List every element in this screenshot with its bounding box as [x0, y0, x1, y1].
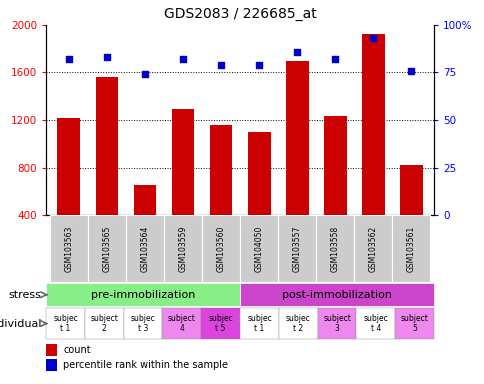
Point — [369, 35, 377, 41]
Text: GSM103558: GSM103558 — [330, 225, 339, 272]
Bar — [202, 215, 240, 282]
Bar — [123, 308, 162, 339]
Point — [293, 48, 301, 55]
Text: GSM103557: GSM103557 — [292, 225, 301, 272]
Point — [141, 71, 149, 78]
Point — [407, 68, 414, 74]
Bar — [95, 77, 118, 263]
Bar — [201, 308, 240, 339]
Text: subjec
t 4: subjec t 4 — [363, 314, 388, 333]
Point — [331, 56, 338, 62]
Bar — [46, 344, 57, 356]
Bar — [316, 215, 353, 282]
Bar — [247, 132, 270, 263]
Bar — [285, 61, 308, 263]
Text: stress: stress — [8, 290, 41, 300]
Text: individual: individual — [0, 318, 41, 329]
Text: GSM103559: GSM103559 — [178, 225, 187, 272]
Text: GSM103565: GSM103565 — [102, 225, 111, 272]
Text: subjec
t 1: subjec t 1 — [53, 314, 78, 333]
Bar — [162, 308, 201, 339]
Bar — [317, 308, 356, 339]
Text: GSM103562: GSM103562 — [368, 225, 377, 272]
Bar — [240, 283, 433, 306]
Text: GSM103560: GSM103560 — [216, 225, 225, 272]
Text: subjec
t 3: subjec t 3 — [130, 314, 155, 333]
Text: GSM103563: GSM103563 — [64, 225, 73, 272]
Bar — [164, 215, 202, 282]
Text: subjec
t 1: subjec t 1 — [246, 314, 272, 333]
Bar — [50, 215, 88, 282]
Bar — [240, 308, 278, 339]
Bar — [399, 165, 422, 263]
Bar — [278, 308, 317, 339]
Title: GDS2083 / 226685_at: GDS2083 / 226685_at — [164, 7, 316, 21]
Bar — [277, 215, 316, 282]
Point — [255, 62, 262, 68]
Text: pre-immobilization: pre-immobilization — [91, 290, 195, 300]
Bar — [88, 215, 126, 282]
Bar — [46, 308, 85, 339]
Text: subject
5: subject 5 — [400, 314, 428, 333]
Bar — [126, 215, 164, 282]
Point — [217, 62, 225, 68]
Text: GSM103561: GSM103561 — [406, 225, 415, 272]
Point — [179, 56, 186, 62]
Bar — [46, 283, 240, 306]
Point — [65, 56, 73, 62]
Bar — [133, 185, 156, 263]
Bar — [58, 118, 80, 263]
Bar — [46, 359, 57, 371]
Text: count: count — [63, 345, 91, 355]
Text: post-immobilization: post-immobilization — [282, 290, 391, 300]
Text: percentile rank within the sample: percentile rank within the sample — [63, 360, 227, 370]
Bar — [356, 308, 394, 339]
Point — [103, 54, 110, 60]
Text: subjec
t 2: subjec t 2 — [285, 314, 310, 333]
Bar — [85, 308, 123, 339]
Bar — [394, 308, 433, 339]
Bar — [209, 125, 232, 263]
Text: subject
2: subject 2 — [90, 314, 118, 333]
Text: subject
3: subject 3 — [322, 314, 350, 333]
Bar — [323, 116, 346, 263]
Text: subjec
t 5: subjec t 5 — [208, 314, 233, 333]
Bar — [353, 215, 392, 282]
Bar — [392, 215, 429, 282]
Bar — [171, 109, 194, 263]
Text: GSM103564: GSM103564 — [140, 225, 149, 272]
Text: GSM104050: GSM104050 — [254, 225, 263, 272]
Bar — [240, 215, 277, 282]
Bar — [361, 35, 384, 263]
Text: subject
4: subject 4 — [167, 314, 196, 333]
